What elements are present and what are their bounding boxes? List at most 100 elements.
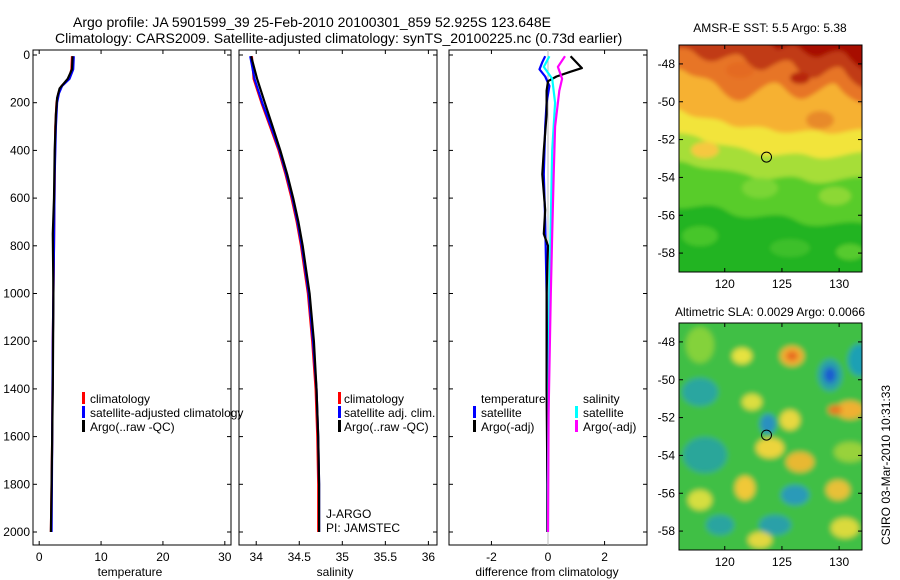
salinity-annotation-program: J-ARGO [326, 507, 371, 521]
salinity-x-tick-label: 36 [422, 550, 436, 564]
temperature-series-argo-raw-qc [49, 56, 74, 533]
salinity-legend-satellite: satellite adj. clim. [344, 406, 435, 420]
depth-tick-label: 800 [10, 239, 30, 253]
salinity-legend: climatology satellite adj. clim. Argo(..… [338, 392, 435, 434]
temperature-legend-climatology-swatch [82, 392, 85, 404]
temperature-legend-climatology: climatology [90, 392, 150, 406]
salinity-legend-climatology: climatology [344, 392, 404, 406]
salinity-series-argo-raw-qc [250, 55, 321, 532]
salinity-tick-group: 34 34.5 35 35.5 36 [239, 50, 437, 564]
temperature-lines [49, 56, 75, 533]
depth-tick-label: 400 [10, 143, 30, 157]
temperature-legend-argo-swatch [82, 420, 85, 432]
sla-lon-tick-label: 120 [715, 555, 735, 569]
temperature-profile-panel: 0 10 20 30 0 200 400 600 800 1000 1200 1400 1600 1800… [3, 48, 243, 579]
salinity-x-label: salinity [317, 565, 354, 579]
temperature-axes-frame [32, 49, 232, 546]
difference-profile-panel: -2 0 2 difference from climatology tempera… [448, 49, 648, 579]
difference-legend-temp-satellite-swatch [473, 406, 476, 418]
sst-lat-tick-label: -56 [658, 208, 676, 222]
temperature-x-tick-label: 0 [36, 550, 43, 564]
salinity-x-tick-label: 35.5 [374, 550, 398, 564]
temperature-x-tick-label: 20 [156, 550, 170, 564]
sla-lat-tick-label: -52 [658, 411, 676, 425]
temperature-x-tick-label: 10 [94, 550, 108, 564]
temperature-legend: climatology satellite-adjusted climatolo… [82, 392, 243, 434]
depth-tick-label: 1200 [3, 334, 30, 348]
salinity-legend-argo: Argo(..raw -QC) [344, 420, 429, 434]
difference-legend-sal-argo-swatch [575, 420, 578, 432]
sst-lon-tick-label: 120 [715, 277, 735, 291]
sla-map-ticks: 120 125 130 -48 -50 -52 -54 -56 -58 [658, 323, 862, 569]
sla-map-title: Altimetric SLA: 0.0029 Argo: 0.0066 [675, 305, 865, 319]
sla-lat-tick-label: -54 [658, 448, 676, 462]
depth-tick-label: 1400 [3, 382, 30, 396]
salinity-legend-climatology-swatch [338, 392, 341, 404]
salinity-profile-panel: 34 34.5 35 35.5 36 salinity climatology sate… [238, 49, 438, 579]
sst-map-ticks: 120 125 130 -48 -50 -52 -54 -56 -58 [658, 45, 862, 291]
sla-lon-tick-label: 130 [829, 555, 849, 569]
difference-legend-salinity-title: salinity [583, 392, 620, 406]
depth-tick-label: 1000 [3, 287, 30, 301]
depth-tick-label: 1600 [3, 430, 30, 444]
salinity-legend-argo-swatch [338, 420, 341, 432]
difference-lines [538, 50, 584, 545]
header-title: Argo profile: JA 5901599_39 25-Feb-2010 … [73, 14, 551, 30]
difference-legend-sal-satellite: satellite [583, 406, 624, 420]
difference-series-salinity-argo-adj [546, 55, 566, 533]
depth-tick-label: 2000 [3, 525, 30, 539]
difference-x-tick-label: 0 [545, 550, 552, 564]
temperature-legend-argo: Argo(..raw -QC) [90, 420, 175, 434]
sla-lat-tick-label: -48 [658, 335, 676, 349]
header-subtitle: Climatology: CARS2009. Satellite-adjuste… [55, 30, 622, 46]
temperature-legend-satellite: satellite-adjusted climatology [90, 406, 243, 420]
salinity-legend-satellite-swatch [338, 406, 341, 418]
sst-lat-tick-label: -52 [658, 133, 676, 147]
sst-lat-tick-label: -48 [658, 57, 676, 71]
temperature-x-tick-label: 30 [218, 550, 232, 564]
sla-argo-position-marker [761, 429, 772, 441]
sst-lon-tick-label: 130 [829, 277, 849, 291]
salinity-annotation-pi: PI: JAMSTEC [326, 521, 400, 535]
sst-lon-tick-label: 125 [772, 277, 792, 291]
sla-map-panel: Altimetric SLA: 0.0029 Argo: 0.0066 [658, 305, 866, 569]
difference-tick-group: -2 0 2 [449, 50, 647, 564]
salinity-lines [249, 55, 321, 532]
salinity-x-tick-label: 34 [250, 550, 264, 564]
depth-tick-label: 200 [10, 96, 30, 110]
sla-lat-tick-label: -56 [658, 486, 676, 500]
depth-tick-label: 0 [23, 48, 30, 62]
sla-lat-tick-label: -50 [658, 373, 676, 387]
sst-field [679, 45, 862, 272]
difference-x-tick-label: -2 [486, 550, 497, 564]
temperature-tick-group: 0 10 20 30 0 200 400 600 800 1000 1200 1400 1600 1800… [3, 48, 232, 564]
difference-legend-sal-satellite-swatch [575, 406, 578, 418]
salinity-x-tick-label: 35 [336, 550, 350, 564]
difference-x-tick-label: 2 [601, 550, 608, 564]
sst-map-title: AMSR-E SST: 5.5 Argo: 5.38 [693, 21, 847, 35]
sla-map-frame [678, 322, 863, 551]
sst-argo-position-marker [761, 151, 772, 163]
sst-lat-tick-label: -50 [658, 95, 676, 109]
sla-lon-tick-label: 125 [772, 555, 792, 569]
sst-lat-tick-label: -58 [658, 246, 676, 260]
difference-legend-temperature-title: temperature [481, 392, 546, 406]
sla-field [679, 323, 862, 550]
difference-legend-temp-argo-swatch [473, 420, 476, 432]
depth-tick-label: 1800 [3, 477, 30, 491]
difference-legend: temperature satellite Argo(-adj) salinit… [473, 392, 636, 434]
depth-tick-label: 600 [10, 191, 30, 205]
sst-lat-tick-label: -54 [658, 170, 676, 184]
salinity-axes-frame [238, 49, 438, 546]
temperature-legend-satellite-swatch [82, 406, 85, 418]
salinity-x-tick-label: 34.5 [288, 550, 312, 564]
difference-x-label: difference from climatology [475, 565, 618, 579]
sla-lat-tick-label: -58 [658, 524, 676, 538]
difference-legend-temp-satellite: satellite [481, 406, 522, 420]
sst-map-frame [678, 44, 863, 273]
difference-legend-temp-argo: Argo(-adj) [481, 420, 534, 434]
sst-map-panel: AMSR-E SST: 5.5 Argo: 5.38 [658, 21, 863, 291]
difference-legend-sal-argo: Argo(-adj) [583, 420, 636, 434]
temperature-x-label: temperature [98, 565, 163, 579]
